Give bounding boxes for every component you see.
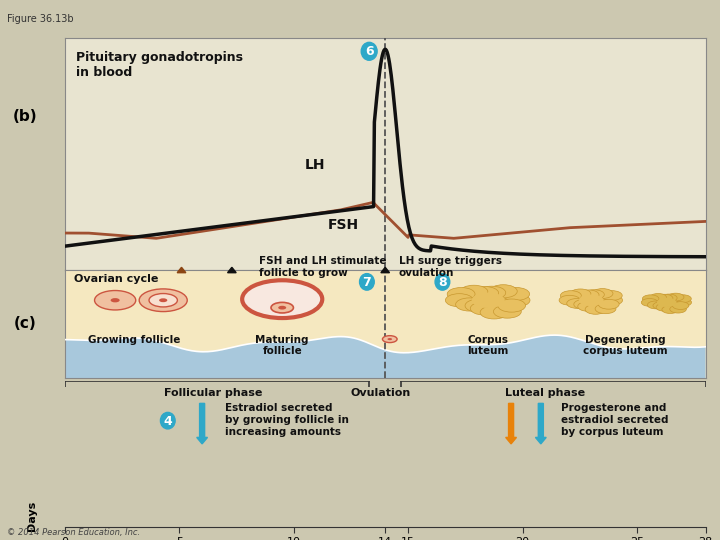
Text: © 2014 Pearson Education, Inc.: © 2014 Pearson Education, Inc. xyxy=(7,528,140,537)
Circle shape xyxy=(387,338,392,340)
Text: Corpus
luteum: Corpus luteum xyxy=(467,335,509,356)
Text: (b): (b) xyxy=(13,109,37,124)
Circle shape xyxy=(111,298,120,302)
Text: Luteal phase: Luteal phase xyxy=(505,388,585,399)
Circle shape xyxy=(161,413,175,429)
Circle shape xyxy=(675,295,691,302)
Circle shape xyxy=(642,299,658,306)
Text: FSH and LH stimulate
follicle to grow: FSH and LH stimulate follicle to grow xyxy=(259,256,387,278)
Circle shape xyxy=(578,290,599,300)
Circle shape xyxy=(490,285,517,298)
Circle shape xyxy=(498,299,526,312)
Circle shape xyxy=(579,294,603,306)
Circle shape xyxy=(242,280,323,318)
Circle shape xyxy=(662,306,678,314)
Circle shape xyxy=(653,302,670,309)
Circle shape xyxy=(647,301,664,309)
Circle shape xyxy=(675,299,691,306)
Text: 7: 7 xyxy=(362,276,372,289)
Text: Maturing
follicle: Maturing follicle xyxy=(256,335,309,356)
Circle shape xyxy=(435,274,450,290)
Circle shape xyxy=(657,298,677,307)
Circle shape xyxy=(447,287,475,301)
Circle shape xyxy=(465,299,493,312)
Circle shape xyxy=(456,298,483,311)
Circle shape xyxy=(570,289,591,299)
Circle shape xyxy=(382,336,397,342)
Text: (c): (c) xyxy=(14,316,37,332)
Text: LH: LH xyxy=(305,158,325,172)
Text: Pituitary gonadotropins
in blood: Pituitary gonadotropins in blood xyxy=(76,51,243,79)
Circle shape xyxy=(359,274,374,290)
Text: LH surge triggers
ovulation: LH surge triggers ovulation xyxy=(399,256,502,278)
Circle shape xyxy=(278,306,287,309)
Circle shape xyxy=(149,294,177,307)
Circle shape xyxy=(660,294,677,302)
Text: 3: 3 xyxy=(157,274,165,287)
Circle shape xyxy=(577,301,598,312)
Circle shape xyxy=(592,288,613,299)
Circle shape xyxy=(567,299,588,308)
Circle shape xyxy=(598,299,619,309)
Circle shape xyxy=(670,305,686,313)
Text: 4: 4 xyxy=(163,415,172,428)
Text: Degenerating
corpus luteum: Degenerating corpus luteum xyxy=(583,335,668,356)
Circle shape xyxy=(672,302,689,309)
Text: Follicular phase: Follicular phase xyxy=(164,388,263,399)
Circle shape xyxy=(361,42,377,60)
Circle shape xyxy=(478,286,505,299)
Circle shape xyxy=(559,295,580,305)
Text: Growing follicle: Growing follicle xyxy=(88,335,180,345)
Text: Figure 36.13b: Figure 36.13b xyxy=(7,14,74,24)
Circle shape xyxy=(271,302,294,313)
Text: FSH: FSH xyxy=(328,218,359,232)
Circle shape xyxy=(159,298,167,302)
Polygon shape xyxy=(65,335,706,378)
Circle shape xyxy=(470,302,498,315)
Circle shape xyxy=(460,285,488,299)
Text: Days: Days xyxy=(27,501,37,531)
Circle shape xyxy=(153,272,168,288)
Text: 8: 8 xyxy=(438,276,446,289)
Circle shape xyxy=(601,291,622,300)
Circle shape xyxy=(574,299,595,309)
Text: Estradiol secreted
by growing follicle in
increasing amounts: Estradiol secreted by growing follicle i… xyxy=(225,403,349,436)
Circle shape xyxy=(446,294,473,307)
Circle shape xyxy=(583,289,604,300)
Text: Progesterone and
estradiol secreted
by corpus luteum: Progesterone and estradiol secreted by c… xyxy=(562,403,669,436)
Circle shape xyxy=(560,291,581,301)
Text: Ovulation: Ovulation xyxy=(351,388,410,399)
Text: Ovarian cycle: Ovarian cycle xyxy=(74,274,158,285)
Circle shape xyxy=(585,305,606,314)
Circle shape xyxy=(94,291,136,310)
Circle shape xyxy=(480,306,508,319)
Circle shape xyxy=(471,287,499,300)
Text: 6: 6 xyxy=(365,45,374,58)
Circle shape xyxy=(642,295,659,302)
Circle shape xyxy=(656,303,672,311)
Circle shape xyxy=(667,293,684,301)
Circle shape xyxy=(650,293,667,301)
Circle shape xyxy=(657,294,673,302)
Circle shape xyxy=(595,304,616,314)
Circle shape xyxy=(139,289,187,312)
Circle shape xyxy=(158,298,168,303)
Circle shape xyxy=(493,305,521,318)
Circle shape xyxy=(502,294,530,307)
Circle shape xyxy=(602,295,623,305)
Circle shape xyxy=(502,287,530,301)
Circle shape xyxy=(472,293,505,308)
